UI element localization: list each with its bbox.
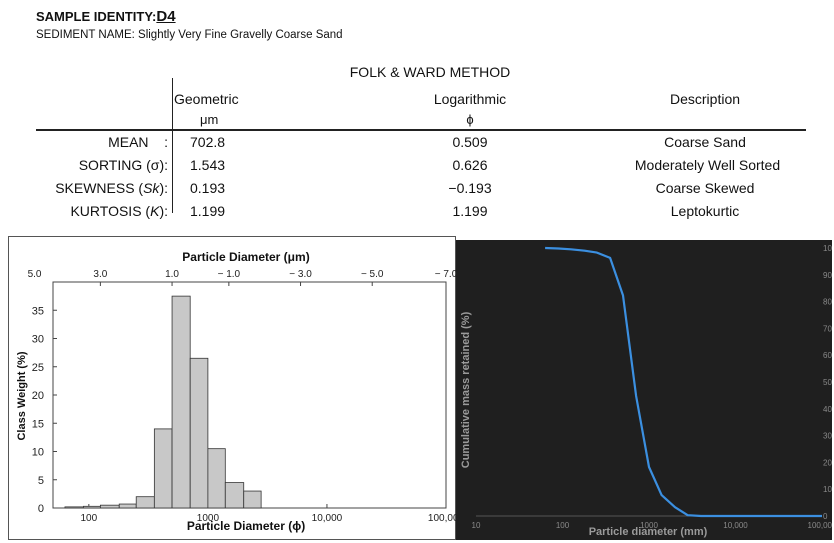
top-tick-label: 1.0 <box>165 269 179 280</box>
cumulative-background <box>456 240 832 540</box>
y-tick-label: 100 <box>823 244 832 253</box>
unit-log: ϕ <box>466 112 474 127</box>
y-tick-label: 40 <box>823 405 832 414</box>
top-tick-label: − 5.0 <box>361 269 384 280</box>
row-label-mean: MEAN : <box>108 134 168 150</box>
y-tick-label: 30 <box>32 334 44 346</box>
histogram-bar <box>207 448 226 509</box>
sorting-log: 0.626 <box>452 157 488 173</box>
y-tick-label: 60 <box>823 351 832 360</box>
y-tick-label: 0 <box>823 512 828 521</box>
y-tick-label: 30 <box>823 432 832 441</box>
y-tick-label: 0 <box>38 503 44 515</box>
row-label-skewness: SKEWNESS (Sk): <box>55 180 168 196</box>
y-tick-label: 80 <box>823 298 832 307</box>
histogram-bar <box>243 490 262 509</box>
sediment-name-line: SEDIMENT NAME: Slightly Very Fine Gravel… <box>36 29 343 41</box>
mean-geometric: 702.8 <box>190 134 226 150</box>
histogram-bar <box>64 506 84 509</box>
kurtosis-log: 1.199 <box>452 203 488 219</box>
y-tick-label: 50 <box>823 378 832 387</box>
top-axis-title: Particle Diameter (μm) <box>182 250 309 264</box>
skewness-log: −0.193 <box>448 180 492 196</box>
y-tick-label: 10 <box>823 485 832 494</box>
histogram-bar <box>171 295 191 509</box>
skewness-geometric: 0.193 <box>190 180 226 196</box>
col-geometric-header: Geometric <box>174 91 239 107</box>
sorting-geometric: 1.543 <box>190 157 226 173</box>
y-tick-label: 10 <box>32 447 44 459</box>
cumulative-series-line <box>545 246 822 518</box>
kurtosis-desc: Leptokurtic <box>670 203 740 219</box>
kurtosis-geometric: 1.199 <box>190 203 226 219</box>
histogram-bar <box>99 504 120 509</box>
x-tick-label: 10 <box>472 521 481 530</box>
top-tick-label: − 1.0 <box>218 269 241 280</box>
y-axis-title: Class Weight (%) <box>16 351 28 440</box>
top-tick-label: − 7.0 <box>435 269 456 280</box>
histogram-bar <box>82 505 101 509</box>
sample-id: D4 <box>156 8 176 25</box>
y-tick-label: 90 <box>823 271 832 280</box>
y-tick-label: 25 <box>32 362 44 374</box>
histogram-bar <box>135 496 155 509</box>
row-label-kurtosis: KURTOSIS (K): <box>70 203 168 219</box>
x-tick-label: 1000 <box>640 521 658 530</box>
cumulative-y-title: Cumulative mass retained (%) <box>460 311 472 468</box>
y-tick-label: 20 <box>823 458 832 467</box>
x-tick-label: 100 <box>556 521 570 530</box>
sorting-desc: Moderately Well Sorted <box>634 157 781 173</box>
x-tick-label: 100,000 <box>428 513 456 524</box>
x-tick-label: 10,000 <box>312 513 343 524</box>
top-tick-label: 5.0 <box>28 269 42 280</box>
bottom-axis-title: Particle Diameter (ϕ) <box>187 519 305 533</box>
mean-desc: Coarse Sand <box>664 134 746 150</box>
sample-identity-line: SAMPLE IDENTITY:D4 <box>36 8 176 25</box>
sample-identity-label: SAMPLE IDENTITY: <box>36 9 157 24</box>
col-log-header: Logarithmic <box>433 91 507 107</box>
y-tick-label: 70 <box>823 324 832 333</box>
x-tick-label: 10,000 <box>723 521 748 530</box>
top-tick-label: 3.0 <box>93 269 107 280</box>
y-tick-label: 15 <box>32 418 44 430</box>
histogram-bar <box>153 428 173 509</box>
sediment-name: Slightly Very Fine Gravelly Coarse Sand <box>138 29 343 41</box>
histogram-bar <box>189 357 209 509</box>
y-tick-label: 35 <box>32 305 44 317</box>
histogram-bar <box>118 503 137 509</box>
cumulative-chart: Particle diameter (mm) Cumulative mass r… <box>456 240 832 540</box>
histogram-bar <box>224 482 245 509</box>
y-tick-label: 5 <box>38 475 44 487</box>
mean-log: 0.509 <box>452 134 488 150</box>
y-tick-label: 20 <box>32 390 44 402</box>
x-tick-label: 100 <box>80 513 97 524</box>
method-title: FOLK & WARD METHOD <box>349 64 511 80</box>
cumulative-x-title: Particle diameter (mm) <box>589 526 708 538</box>
unit-geometric: μm <box>200 112 219 127</box>
skewness-desc: Coarse Skewed <box>655 180 755 196</box>
row-label-sorting: SORTING (σ): <box>78 157 168 173</box>
col-desc-header: Description <box>669 91 741 107</box>
histogram-chart: Particle Diameter (μm) Particle Diameter… <box>8 236 456 540</box>
table-vertical-rule <box>172 78 173 213</box>
table-header-rule <box>36 129 806 131</box>
top-tick-label: − 3.0 <box>289 269 312 280</box>
sediment-name-label: SEDIMENT NAME: <box>36 29 135 41</box>
x-tick-label: 100,000 <box>808 521 832 530</box>
x-tick-label: 1000 <box>197 513 220 524</box>
